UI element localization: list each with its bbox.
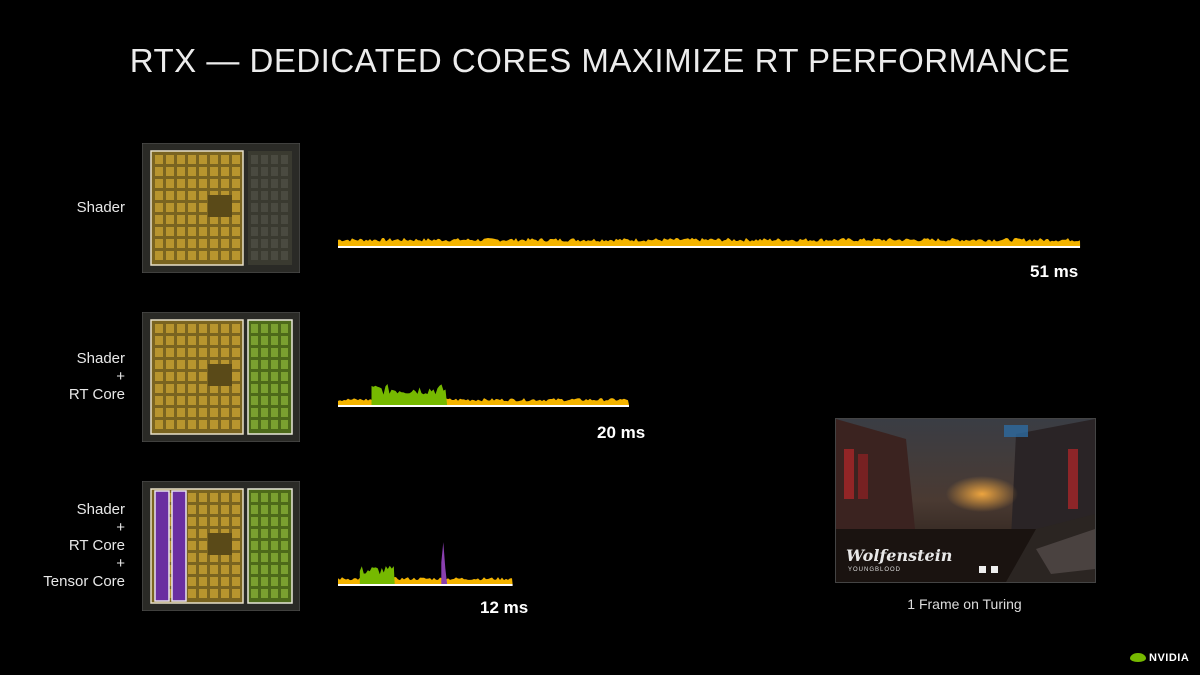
hud-icon: [991, 566, 998, 573]
chart-row-0: [338, 237, 1081, 248]
row-label-line: Shader: [76, 501, 125, 518]
screenshot-caption: 1 Frame on Turing: [907, 596, 1022, 612]
row-label-shader-rt-tensor: Shader + RT Core + Tensor Core: [20, 501, 125, 591]
nvidia-logo: NVIDIA: [1130, 652, 1189, 664]
row-label-line: Tensor Core: [43, 573, 125, 590]
area-segment-tensor-core: [441, 542, 448, 584]
area-segment-rt-core: [371, 384, 448, 405]
frame-time-label-shader-rt-tensor: 12 ms: [480, 598, 529, 617]
row-label-line: +: [116, 368, 125, 385]
game-logo-text: Wolfenstein: [846, 546, 952, 565]
row-label-line: Shader: [76, 350, 125, 367]
game-screenshot-image: Wolfenstein YOUNGBLOOD: [836, 419, 1095, 582]
hud-icon: [979, 566, 986, 573]
gpu-die-image-shader-rt: [142, 312, 300, 442]
gpu-die-image-shader: [142, 143, 300, 273]
area-segment-rt-core: [359, 565, 395, 584]
chart-row-2: [338, 542, 513, 586]
frame-time-label-shader-rt: 20 ms: [597, 423, 646, 442]
row-label-line: Shader: [76, 199, 125, 216]
game-logo-subtext: YOUNGBLOOD: [848, 567, 901, 573]
gpu-die-image-shader-rt-tensor: [142, 481, 300, 611]
slide-title: RTX — DEDICATED CORES MAXIMIZE RT PERFOR…: [129, 42, 1071, 79]
frame-time-label-shader: 51 ms: [1030, 262, 1079, 281]
row-label-shader-rt: Shader + RT Core: [40, 350, 125, 404]
nvidia-logo-text: NVIDIA: [1149, 652, 1190, 664]
row-label-line: +: [116, 555, 125, 572]
nvidia-eye-icon: [1130, 652, 1146, 662]
area-segment-shader: [338, 237, 1081, 246]
row-label-shader: Shader: [40, 199, 125, 217]
game-screenshot: Wolfenstein YOUNGBLOOD: [835, 418, 1096, 583]
row-label-line: RT Core: [68, 537, 125, 554]
chart-row-1: [338, 384, 629, 407]
row-label-line: RT Core: [68, 386, 125, 403]
row-label-line: +: [116, 519, 125, 536]
